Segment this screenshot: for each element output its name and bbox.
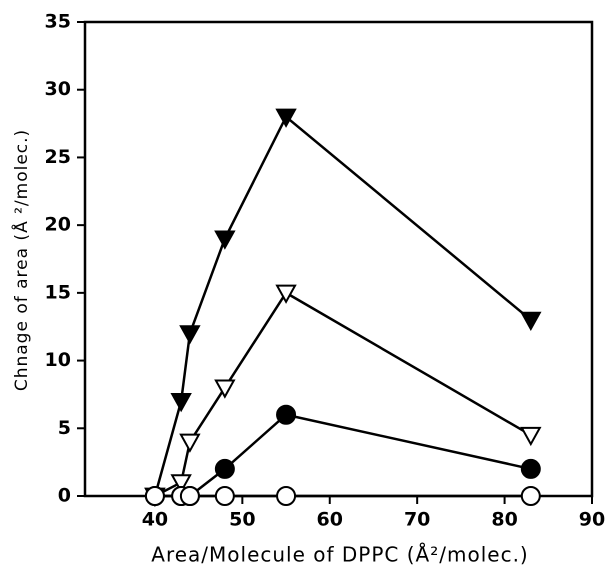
y-tick-label: 20 — [45, 214, 71, 236]
x-axis-label: Area/Molecule of DPPC (Å²/molec.) — [151, 543, 528, 567]
marker — [214, 379, 236, 399]
x-tick-label: 40 — [142, 509, 168, 531]
plot-frame — [83, 20, 594, 498]
series-line — [154, 413, 532, 498]
x-tick-label: 70 — [404, 509, 430, 531]
y-tick-label: 10 — [45, 349, 71, 371]
marker — [144, 486, 165, 506]
x-tick-label: 50 — [229, 509, 255, 531]
y-tick-label: 0 — [58, 485, 71, 507]
marker — [214, 230, 236, 250]
x-tick-label: 90 — [579, 509, 605, 531]
marker — [170, 474, 192, 494]
marker — [276, 404, 297, 425]
marker — [170, 393, 192, 413]
marker — [276, 486, 297, 506]
marker — [520, 486, 541, 506]
marker — [179, 433, 201, 453]
y-tick-label: 5 — [58, 417, 71, 439]
y-tick-label: 35 — [45, 11, 71, 33]
x-tick-label: 60 — [317, 509, 343, 531]
x-tick-label: 80 — [491, 509, 517, 531]
marker — [520, 311, 542, 332]
y-tick-label: 30 — [45, 78, 71, 100]
marker — [275, 284, 297, 304]
marker — [214, 458, 235, 479]
marker — [520, 426, 542, 447]
marker — [179, 486, 200, 506]
y-tick-label: 15 — [45, 281, 71, 303]
marker — [520, 458, 541, 479]
marker — [214, 486, 235, 506]
y-axis-label: Chnage of area (Å ²/molec.) — [10, 129, 32, 391]
series-line — [153, 114, 532, 497]
y-tick-label: 25 — [45, 146, 71, 168]
marker — [275, 108, 297, 128]
series-line — [154, 291, 532, 498]
marker — [179, 325, 201, 345]
